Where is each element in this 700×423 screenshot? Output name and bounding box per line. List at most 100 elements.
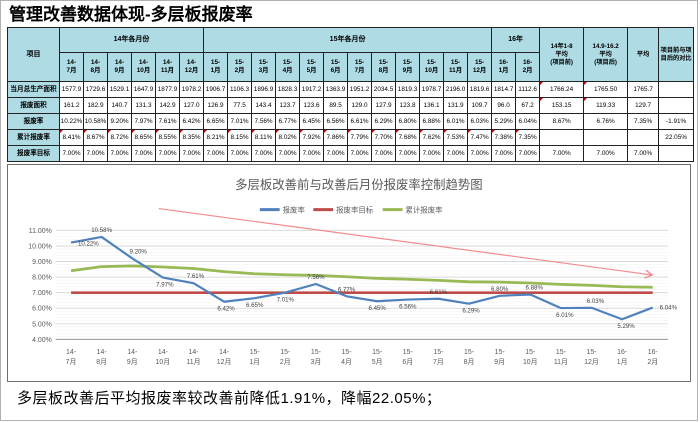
table-cell: 7.00% xyxy=(107,145,132,163)
data-label: 6.04% xyxy=(660,305,678,312)
x-tick-label: 15-11月 xyxy=(554,350,568,367)
table-cell: 7.56% xyxy=(251,113,277,131)
compare-cell xyxy=(658,81,695,99)
summary-cell: 153.15 xyxy=(539,97,585,115)
summary-cell: 7.00% xyxy=(539,145,585,163)
table-cell: 182.9 xyxy=(83,97,108,115)
summary-note: 多层板改善后平均报废率较改善前降低1.91%，降幅22.05%； xyxy=(17,390,442,408)
series-scrap-rate xyxy=(70,236,654,321)
table-cell: 8.21% xyxy=(203,129,229,147)
summary-cell: 1765.50 xyxy=(583,81,629,99)
table-cell: 127.0 xyxy=(178,97,205,115)
table-cell: 143.4 xyxy=(251,97,277,115)
x-tick-label: 15-4月 xyxy=(341,350,352,367)
table-cell: 1828.3 xyxy=(275,81,301,99)
data-label: 7.01% xyxy=(277,297,295,304)
table-cell: 6.80% xyxy=(395,113,421,131)
data-label: 10.22% xyxy=(78,241,99,248)
data-label: 6.61% xyxy=(430,289,448,296)
table-cell: 5.29% xyxy=(491,113,517,131)
x-tick-label: 14-12月 xyxy=(217,350,232,367)
table-cell: 9.20% xyxy=(107,113,132,131)
data-label: 6.80% xyxy=(491,286,509,293)
month-column-header: 15- 12月 xyxy=(467,52,493,83)
month-column-header: 15- 5月 xyxy=(299,52,325,83)
table-cell: 1819.3 xyxy=(395,81,421,99)
table-cell: 6.56% xyxy=(323,113,349,131)
table-cell: 8.65% xyxy=(131,129,156,147)
data-label: 7.56% xyxy=(307,274,325,281)
table-cell: 10.58% xyxy=(83,113,108,131)
x-tick-label: 14-10月 xyxy=(156,350,171,367)
data-label: 6.56% xyxy=(399,304,417,311)
legend-label: 报废率 xyxy=(283,205,306,215)
summary-cell xyxy=(583,129,629,147)
data-label: 6.29% xyxy=(462,308,480,315)
chart-legend: 报废率 报废率目标 累计报废率 xyxy=(259,205,443,215)
table-cell: 1819.6 xyxy=(467,81,493,99)
x-axis: 14-7月 14-8月 14-9月 14-10月 14-11月 14-12月 15-1月 15… xyxy=(66,350,658,367)
table-row: 报废面积 161.2 182.9 140.7 131.3 142.9 127.0 126.9 7… xyxy=(7,97,695,115)
table-cell: 7.00% xyxy=(419,145,445,163)
x-tick-label: 15-3月 xyxy=(311,350,322,367)
x-tick-label: 15-8月 xyxy=(464,350,475,367)
month-column-header: 15- 10月 xyxy=(419,52,445,83)
y-tick-label: 10.00% xyxy=(28,244,51,251)
month-column-header: 15- 2月 xyxy=(227,52,253,83)
row-label: 累计报废率 xyxy=(7,129,60,147)
summary-cell: 1766.24 xyxy=(539,81,585,99)
table-cell: 7.00% xyxy=(178,145,205,163)
y-tick-label: 5.00% xyxy=(32,322,52,329)
table-cell: 131.3 xyxy=(131,97,156,115)
table-cell: 7.00% xyxy=(299,145,325,163)
data-label: 6.42% xyxy=(217,306,235,313)
table-cell: 1529.1 xyxy=(107,81,132,99)
table-cell: 7.00% xyxy=(467,145,493,163)
legend-label: 累计报废率 xyxy=(405,205,443,215)
table-cell: 8.02% xyxy=(275,129,301,147)
summary-cell: 7.00% xyxy=(583,145,629,163)
table-row: 报废率 10.22% 10.58% 9.20% 7.97% 7.61% 6.42% 6.65%… xyxy=(7,113,695,131)
table-cell: 7.01% xyxy=(227,113,253,131)
table-cell: 8.67% xyxy=(83,129,108,147)
row-label: 报废率 xyxy=(7,113,60,131)
table-cell: 7.79% xyxy=(347,129,373,147)
summary-column-header: 14年1-8 平均 (项目前) xyxy=(539,27,585,83)
data-label: 6.45% xyxy=(369,306,387,313)
table-cell: 1978.2 xyxy=(178,81,205,99)
table-cell: 1917.2 xyxy=(299,81,325,99)
table-cell: 142.9 xyxy=(155,97,180,115)
month-column-header: 14- 8月 xyxy=(83,52,108,83)
table-cell: 67.2 xyxy=(515,97,541,115)
x-tick-label: 15-12月 xyxy=(584,350,599,367)
summary-cell xyxy=(627,129,660,147)
table-cell: 123.6 xyxy=(299,97,325,115)
summary-cell: 8.67% xyxy=(539,113,585,131)
summary-cell: 119.33 xyxy=(583,97,629,115)
data-label: 6.77% xyxy=(338,287,356,294)
table-cell: 6.29% xyxy=(371,113,397,131)
table-row: 报废率目标 7.00% 7.00% 7.00% 7.00% 7.00% 7.00% 7.00%… xyxy=(7,145,695,163)
table-cell: 1112.6 xyxy=(515,81,541,99)
summary-cell: 6.76% xyxy=(583,113,629,131)
data-label: 10.58% xyxy=(91,227,112,234)
table-cell: 7.00% xyxy=(83,145,108,163)
y-tick-label: 11.00% xyxy=(29,228,52,235)
y-tick-label: 8.00% xyxy=(32,275,52,282)
table-cell: 7.00% xyxy=(227,145,253,163)
summary-cell xyxy=(539,129,585,147)
table-row: 当月总生产面积 1577.9 1729.6 1529.1 1647.9 1877.9 197… xyxy=(7,81,695,99)
table-cell: 89.5 xyxy=(323,97,349,115)
table-cell: 140.7 xyxy=(107,97,132,115)
table-cell: 7.86% xyxy=(323,129,349,147)
month-column-header: 15- 11月 xyxy=(443,52,469,83)
x-tick-label: 14-11月 xyxy=(186,350,200,367)
table-cell: 123.8 xyxy=(395,97,421,115)
table-cell: 131.9 xyxy=(443,97,469,115)
month-column-header: 15- 8月 xyxy=(371,52,397,83)
table-cell: 126.9 xyxy=(203,97,229,115)
table-cell: 7.00% xyxy=(275,145,301,163)
row-label: 当月总生产面积 xyxy=(7,81,60,99)
table-cell: 136.1 xyxy=(419,97,445,115)
